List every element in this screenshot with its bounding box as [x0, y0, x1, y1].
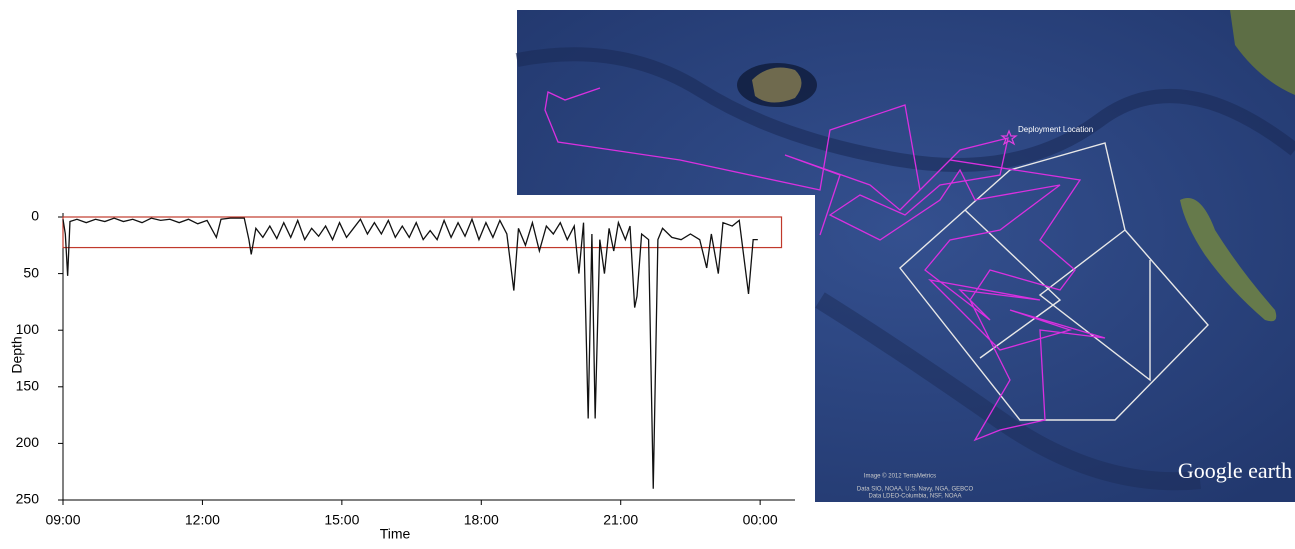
survey-box — [1038, 229, 1151, 382]
marker-label: Deployment Location — [1018, 125, 1093, 134]
map-credit: Data LDEO-Columbia, NSF, NOAA — [868, 494, 961, 500]
island — [752, 67, 802, 103]
y-tick-label: 50 — [23, 264, 39, 280]
chart: Depth Time 0 50 100 150 200 250 09:00 12:00 15:0… — [8, 195, 815, 544]
terrain — [815, 292, 1201, 491]
highlight-box — [62, 216, 783, 249]
y-tick-label: 100 — [16, 321, 40, 337]
survey-box — [964, 209, 1062, 359]
chart-panel — [8, 195, 815, 544]
x-tick-label: 09:00 — [45, 512, 80, 528]
x-tick-label: 00:00 — [743, 512, 778, 528]
y-axis-label: Depth — [9, 336, 25, 373]
terrain — [515, 47, 1295, 172]
y-tick-label: 250 — [16, 491, 40, 507]
survey-boxes — [899, 142, 1209, 421]
map-logo: Google earth — [1178, 458, 1292, 483]
island — [1230, 10, 1295, 95]
y-tick-label: 0 — [31, 208, 39, 224]
track — [544, 87, 1106, 442]
x-tick-label: 15:00 — [324, 512, 359, 528]
x-tick-label: 21:00 — [603, 512, 638, 528]
x-axis-label: Time — [380, 526, 411, 542]
depth-line — [62, 217, 758, 489]
x-tick-label: 18:00 — [464, 512, 499, 528]
map-credit: Image © 2012 TerraMetrics — [864, 473, 936, 480]
y-tick-label: 150 — [16, 378, 40, 394]
island — [1180, 198, 1277, 322]
survey-box — [899, 142, 1209, 421]
y-tick-label: 200 — [16, 434, 40, 450]
deployment-marker — [1000, 129, 1018, 146]
map-credit: Data SIO, NOAA, U.S. Navy, NGA, GEBCO — [857, 487, 974, 493]
x-tick-label: 12:00 — [185, 512, 220, 528]
